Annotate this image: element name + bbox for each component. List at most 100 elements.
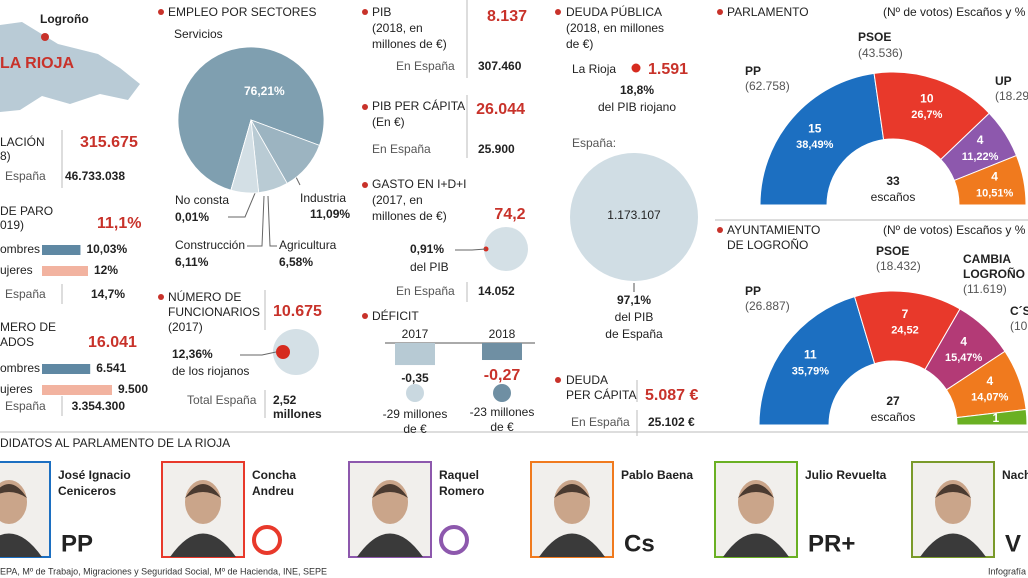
empleo-slices-label: 76,21%	[244, 84, 285, 98]
candidates-people-logo: Cs	[624, 530, 655, 557]
deuda-pc-spain-label: En España	[571, 415, 630, 429]
stats-value: 11,1%	[97, 215, 141, 232]
bar	[42, 385, 112, 395]
ayuntamiento-parties-seats: 1	[992, 411, 999, 425]
candidate-hair	[372, 484, 408, 498]
stats-rows-label: ombres	[0, 242, 40, 256]
gasto-share-text: del PIB	[410, 260, 449, 274]
spain-circle	[570, 153, 698, 281]
parlamento-parties-name: UP	[995, 74, 1012, 88]
candidate-hair	[0, 484, 27, 498]
empleo-slices-name: Servicios	[174, 27, 223, 41]
candidates-people-name: Romero	[439, 484, 484, 498]
stats-rows-label: ujeres	[0, 382, 33, 396]
stats-rows-label: ujeres	[0, 263, 33, 277]
deficit-value-labels: -0,27	[484, 367, 521, 384]
gasto-sub: (2017, en	[372, 193, 423, 207]
candidates-people-name: Julio Revuelta	[805, 468, 887, 482]
stats-title: MERO DE	[0, 320, 56, 334]
deuda-region-share: 18,8%	[620, 83, 654, 97]
candidate-body	[723, 533, 789, 557]
stats-value: 16.041	[88, 334, 137, 351]
ayuntamiento-parties-seats: 11	[804, 348, 817, 362]
stats-spain-label: España	[5, 399, 46, 413]
deuda-title: DEUDA PÚBLICA	[566, 4, 662, 19]
ayuntamiento-parties-seats: 7	[902, 307, 909, 321]
bar	[482, 343, 522, 361]
deficit-circle	[493, 384, 511, 402]
parlamento-parties-name: PSOE	[858, 30, 891, 44]
gasto-title: GASTO EN I+D+I	[372, 177, 466, 191]
candidates-people-name: Ceniceros	[58, 484, 116, 498]
parlamento-parties-pct: 38,49%	[796, 139, 834, 151]
funcionarios-spain-value: millones	[273, 407, 322, 421]
parlamento-legend: (Nº de votos) Escaños y %	[883, 5, 1026, 19]
stats-title: 8)	[0, 149, 11, 163]
parlamento-parties-seats: 10	[920, 91, 934, 105]
ayuntamiento-parties-pct: 35,79%	[792, 365, 830, 377]
funcionarios-share: 12,36%	[172, 347, 213, 361]
ayuntamiento-parties-pct: 14,07%	[971, 392, 1009, 404]
party-logo	[439, 525, 469, 555]
parlamento-parties-pct: 11,22%	[962, 151, 999, 163]
pib-value: 8.137	[487, 8, 527, 25]
parlamento-parties-seats: 4	[977, 133, 984, 147]
stats-spain-value: 3.354.300	[72, 399, 126, 413]
funcionarios-title: (2017)	[168, 320, 203, 334]
footer-source: EPA, Mº de Trabajo, Migraciones y Seguri…	[0, 566, 327, 576]
candidates-people-name: Nach	[1002, 468, 1028, 482]
candidates-title: DIDATOS AL PARLAMENTO DE LA RIOJA	[0, 436, 230, 450]
ayuntamiento-parties-name: PP	[745, 284, 761, 298]
deuda-pc-title: PER CÁPITA	[566, 387, 636, 402]
funcionarios-share-text: de los riojanos	[172, 364, 249, 378]
pib-pc-spain-label: En España	[372, 142, 431, 156]
parlamento-total: 33	[886, 174, 900, 188]
bar	[42, 266, 88, 276]
bar	[395, 343, 435, 366]
ayuntamiento-parties-name: LOGROÑO	[963, 266, 1025, 281]
deficit-years: 2018	[489, 327, 516, 341]
deficit-notes: de €	[403, 422, 427, 436]
funcionarios-title: FUNCIONARIOS	[168, 305, 260, 319]
city-dot	[41, 33, 49, 41]
parlamento-parties-votes: (43.536)	[858, 46, 903, 60]
seat-arc	[759, 72, 885, 206]
stats-title: 019)	[0, 218, 24, 232]
candidate-hair	[935, 484, 971, 498]
map-region: LA RIOJA	[0, 55, 75, 72]
parlamento-parties-votes: (62.758)	[745, 79, 790, 93]
pib-pc-value: 26.044	[476, 101, 525, 118]
deuda-pc-title: DEUDA	[566, 373, 608, 387]
share-dot	[631, 63, 641, 73]
bar	[42, 364, 91, 374]
gasto-sub: millones de €)	[372, 209, 447, 223]
pib-spain-value: 307.460	[478, 59, 522, 73]
ayuntamiento-title: DE LOGROÑO	[727, 238, 808, 252]
pib-sub: millones de €)	[372, 37, 447, 51]
empleo-title: EMPLEO POR SECTORES	[168, 5, 316, 19]
empleo-slices-name: Agricultura	[279, 238, 337, 252]
spain-circle	[484, 227, 528, 271]
candidate-body	[0, 533, 42, 557]
deficit-notes: de €	[490, 420, 514, 434]
empleo-slices-label: 6,58%	[279, 255, 313, 269]
stats-rows-value-label: 6.541	[96, 361, 126, 375]
ayuntamiento-parties-votes: (26.887)	[745, 299, 790, 313]
pie-slice	[177, 46, 325, 191]
candidate-body	[920, 533, 986, 557]
empleo-slices-label: 0,01%	[175, 210, 209, 224]
stats-spain-label: España	[5, 169, 46, 183]
pib-spain-label: En España	[396, 59, 455, 73]
ayuntamiento-total-label: escaños	[871, 410, 916, 424]
deficit-years: 2017	[402, 327, 429, 341]
pib-pc-sub: (En €)	[372, 115, 405, 129]
deuda-sub: de €)	[566, 37, 593, 51]
candidates-people-name: Pablo Baena	[621, 468, 693, 482]
bullets	[158, 9, 723, 383]
candidates-people-name: José Ignacio	[58, 468, 131, 482]
empleo-slices-name: Construcción	[175, 238, 245, 252]
party-logo	[252, 525, 282, 555]
parlamento-parties-pct: 10,51%	[976, 187, 1014, 199]
candidate-hair	[738, 484, 774, 498]
